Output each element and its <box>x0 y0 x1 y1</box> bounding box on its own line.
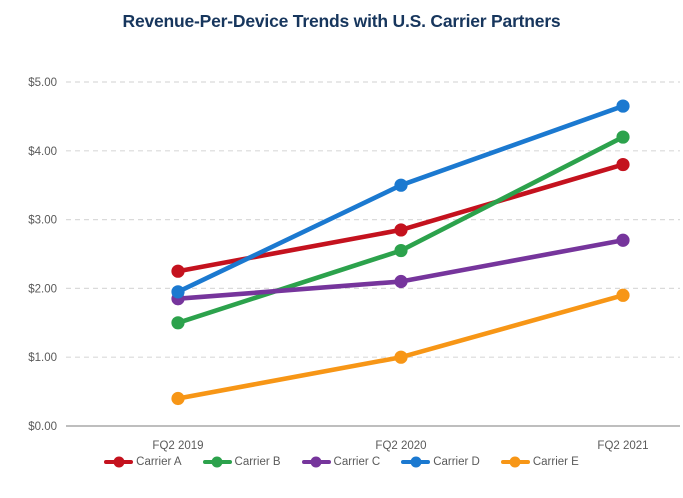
legend-item-carrier-b: Carrier B <box>202 456 281 468</box>
y-axis-tick-label: $1.00 <box>28 352 57 364</box>
data-point-carrier-c <box>394 274 408 289</box>
y-axis-tick-label: $0.00 <box>28 421 57 433</box>
legend-item-carrier-e: Carrier E <box>500 456 579 468</box>
legend-dot-icon <box>509 456 521 468</box>
legend-dot-icon <box>211 456 223 468</box>
legend-line-marker-icon <box>202 456 232 468</box>
data-point-carrier-b <box>616 130 630 144</box>
x-axis-tick-label: FQ2 2020 <box>375 440 426 452</box>
legend-item-carrier-c: Carrier C <box>301 456 381 468</box>
data-point-carrier-c <box>616 233 630 247</box>
legend-dot-icon <box>310 456 322 468</box>
data-point-carrier-a <box>171 264 185 278</box>
legend-item-carrier-d: Carrier D <box>401 456 480 468</box>
y-axis-tick-label: $5.00 <box>28 77 57 89</box>
data-point-carrier-b <box>171 316 185 330</box>
legend-label: Carrier C <box>333 456 381 468</box>
y-axis-tick-label: $3.00 <box>28 215 57 227</box>
legend-label: Carrier B <box>234 456 281 468</box>
legend-line-marker-icon <box>500 456 530 468</box>
series-line-carrier-e <box>175 292 626 401</box>
data-point-carrier-d <box>394 178 408 192</box>
legend: Carrier A Carrier B Carrier C Carrier D Carr… <box>0 456 683 468</box>
chart-title: Revenue-Per-Device Trends with U.S. Carr… <box>122 11 561 31</box>
line-chart: $5.00 $4.00 $3.00 $2.00 $1.00 $0.00 FQ2 2019 FQ… <box>28 77 680 452</box>
y-axis-tick-label: $4.00 <box>28 146 57 158</box>
data-point-carrier-d <box>616 99 630 113</box>
y-axis-tick-label: $2.00 <box>28 283 57 295</box>
legend-dot-icon <box>410 456 422 468</box>
data-point-carrier-e <box>394 350 408 364</box>
data-point-carrier-d <box>171 285 185 299</box>
x-axis-tick-label: FQ2 2021 <box>597 440 648 452</box>
legend-label: Carrier E <box>532 456 579 468</box>
x-axis-tick-label: FQ2 2019 <box>152 440 203 452</box>
series-line-carrier-d <box>175 103 626 295</box>
data-point-carrier-e <box>616 288 630 302</box>
legend-line-marker-icon <box>401 456 431 468</box>
legend-line-marker-icon <box>104 456 134 468</box>
data-point-carrier-e <box>171 391 185 406</box>
legend-line-marker-icon <box>301 456 331 468</box>
data-point-carrier-b <box>394 243 408 258</box>
legend-label: Carrier A <box>136 456 182 468</box>
data-point-carrier-a <box>394 223 408 237</box>
legend-dot-icon <box>113 456 125 468</box>
legend-item-carrier-a: Carrier A <box>104 456 182 468</box>
data-point-carrier-a <box>616 157 630 172</box>
legend-label: Carrier D <box>433 456 480 468</box>
